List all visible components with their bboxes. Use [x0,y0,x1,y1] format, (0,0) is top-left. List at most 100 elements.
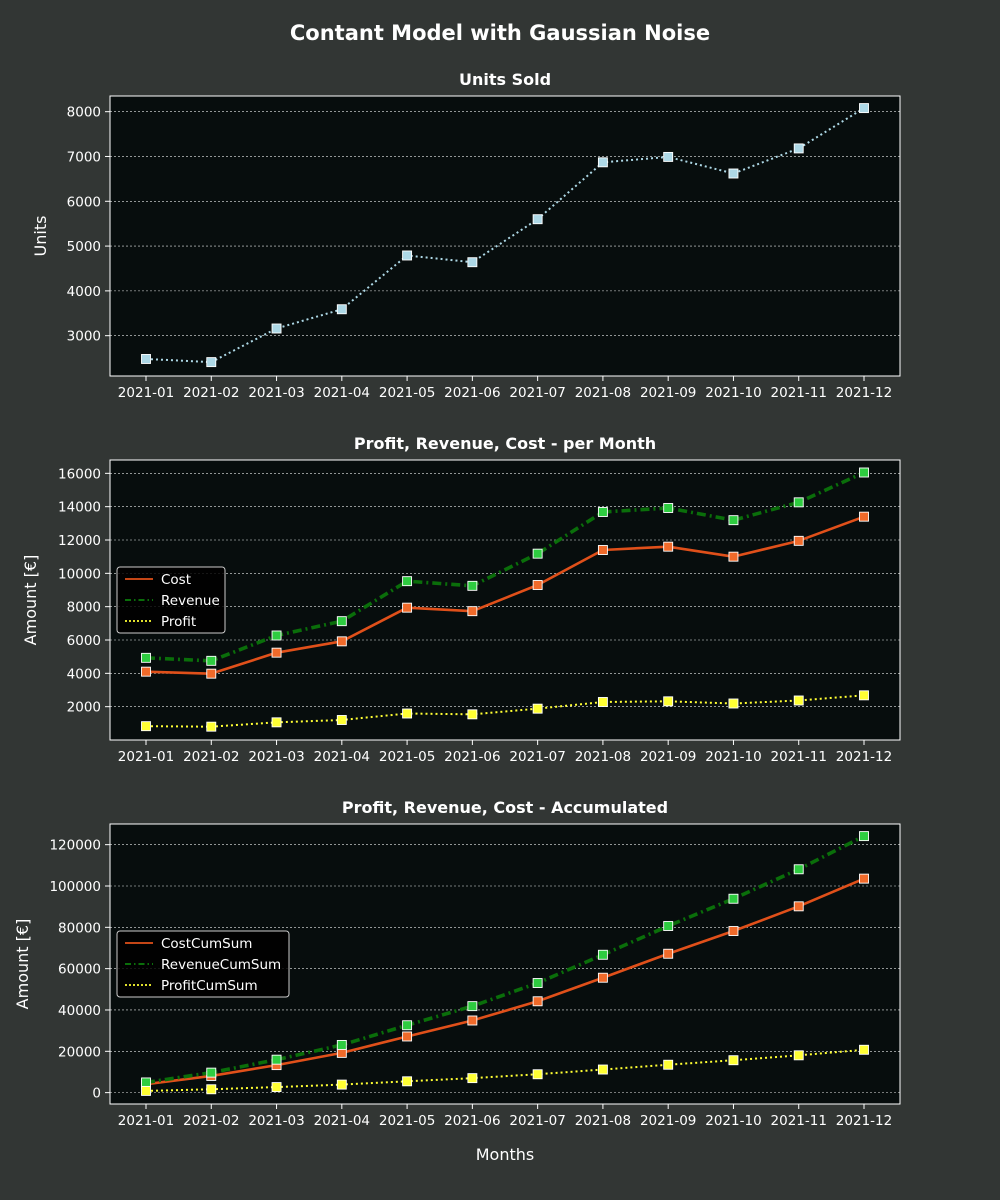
data-point [336,1039,347,1050]
data-point [793,1050,804,1061]
y-tick-label: 100000 [49,879,101,895]
data-point [532,996,543,1007]
y-tick-label: 20000 [58,1044,101,1060]
x-tick-label: 2021-10 [705,749,761,765]
series-line [145,515,865,675]
data-point [336,1079,347,1090]
legend-label: CostCumSum [161,936,252,952]
data-point [141,652,151,663]
data-point [141,354,151,364]
data-point [663,503,674,513]
x-tick-label: 2021-08 [575,749,631,765]
x-tick-label: 2021-01 [118,749,174,765]
data-point [859,1044,869,1055]
legend-box [116,930,290,998]
x-tick-label: 2021-03 [248,749,304,765]
y-tick-label: 6000 [67,194,101,210]
x-tick-label: 2021-05 [379,749,435,765]
plot-area [109,95,901,377]
y-axis-label: Amount [€] [21,555,40,646]
x-tick-label: 2021-12 [836,749,892,765]
y-tick-label: 3000 [67,329,101,345]
data-point [402,602,413,613]
data-point [336,636,347,647]
data-point [663,1059,674,1070]
data-point [793,864,804,875]
data-point [271,630,282,641]
x-tick-label: 2021-12 [836,1113,892,1129]
data-point [532,978,543,988]
data-point [859,511,869,522]
x-tick-label: 2021-02 [183,385,239,401]
x-tick-label: 2021-02 [183,749,239,765]
x-tick-label: 2021-11 [771,749,827,765]
data-point [859,831,869,842]
legend: Cost Revenue Profit [116,566,226,634]
data-point [206,1067,217,1078]
series-line [145,470,865,663]
x-tick-label: 2021-07 [509,385,565,401]
data-point [141,666,151,677]
data-point [597,507,608,517]
data-point [597,157,608,168]
data-point [597,949,608,960]
data-point [793,695,804,706]
chart-title: Profit, Revenue, Cost - Accumulated [342,798,668,817]
data-point [402,576,413,587]
data-point [271,1054,282,1065]
data-point [402,1031,413,1042]
data-point [597,545,608,555]
x-tick-label: 2021-08 [575,1113,631,1129]
data-point [728,551,739,562]
data-point [663,921,674,931]
legend-label: ProfitCumSum [161,978,258,994]
legend-box [116,566,226,634]
x-tick-label: 2021-04 [314,1113,370,1129]
legend-label: Profit [161,614,196,630]
data-point [141,1085,151,1096]
y-tick-label: 80000 [58,920,101,936]
x-tick-label: 2021-02 [183,1113,239,1129]
legend-label: Revenue [161,593,220,609]
x-tick-label: 2021-04 [314,385,370,401]
y-axis-label: Units [31,216,50,257]
data-point [206,1084,217,1095]
data-point [532,703,543,714]
data-point [467,580,478,591]
series-line [145,877,865,1086]
y-tick-label: 4000 [67,284,101,300]
y-axis-label: Amount [€] [13,919,32,1010]
y-tick-label: 0 [92,1086,101,1102]
y-tick-label: 14000 [58,500,101,516]
y-tick-label: 7000 [67,149,101,165]
y-tick-label: 10000 [58,566,101,582]
data-point [859,873,869,884]
data-point [141,1077,151,1088]
data-point [467,257,478,268]
data-point [336,715,347,725]
x-tick-label: 2021-07 [509,1113,565,1129]
data-point [597,1064,608,1075]
data-point [859,467,869,478]
data-point [793,535,804,546]
data-point [793,143,804,154]
y-tick-label: 16000 [58,466,101,482]
data-point [206,668,217,679]
data-point [402,1076,413,1087]
data-point [467,709,478,720]
chart-title: Profit, Revenue, Cost - per Month [354,434,656,453]
y-tick-label: 2000 [67,700,101,716]
x-tick-label: 2021-09 [640,1113,696,1129]
data-point [859,690,869,701]
data-point [663,541,674,552]
data-point [532,1069,543,1080]
x-tick-label: 2021-12 [836,385,892,401]
data-point [467,1073,478,1084]
data-point [532,580,543,590]
data-point [206,721,217,732]
accumulated-amounts-chart: Profit, Revenue, Cost - Accumulated Amou… [13,798,901,1129]
x-tick-label: 2021-04 [314,749,370,765]
data-point [206,357,217,368]
data-point [271,647,282,658]
